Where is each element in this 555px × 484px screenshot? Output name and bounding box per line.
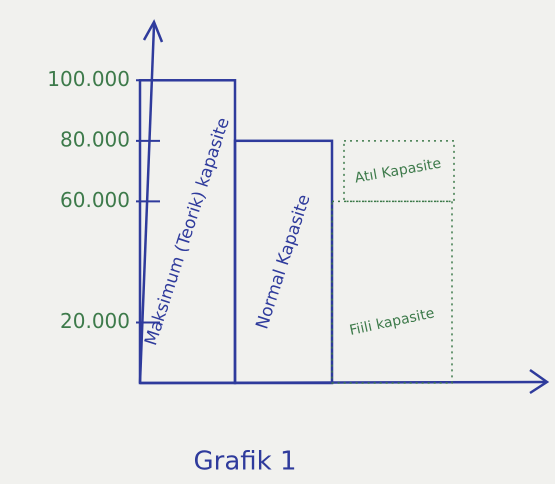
chart-title: Grafik 1 <box>193 447 296 477</box>
bar-segment <box>343 140 455 203</box>
y-tick-label: 80.000 <box>60 127 130 151</box>
bar <box>233 139 334 385</box>
bar <box>331 200 453 384</box>
y-tick-label: 60.000 <box>60 188 130 212</box>
x-axis-arrow <box>529 368 550 395</box>
y-axis-arrow <box>142 19 164 43</box>
y-tick-label: 100.000 <box>47 67 130 91</box>
y-tick-label: 20.000 <box>60 309 130 333</box>
